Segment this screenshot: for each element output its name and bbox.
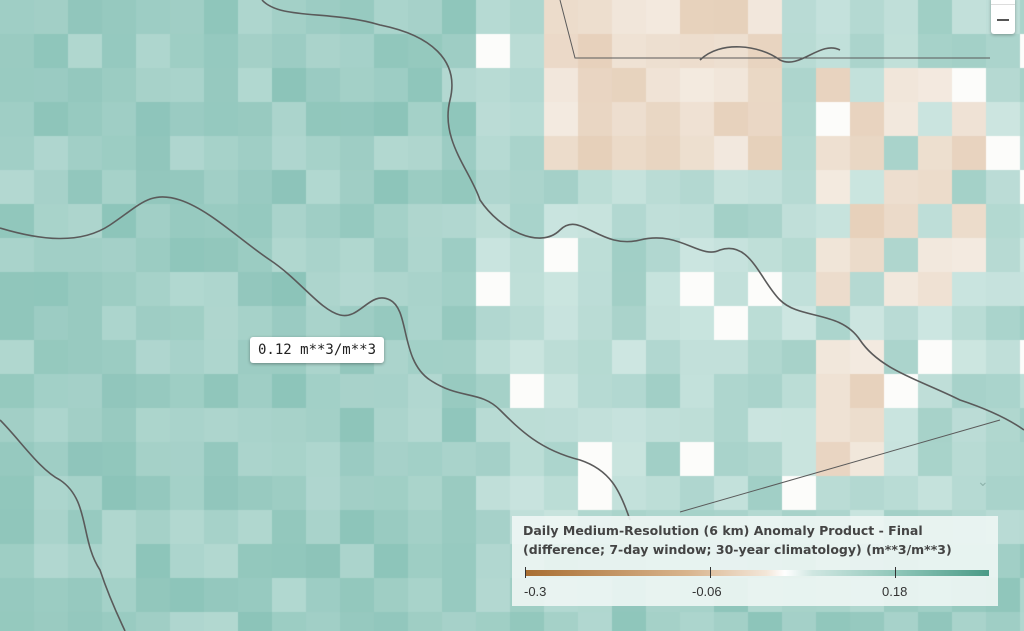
river	[699, 46, 841, 63]
zoom-out-button[interactable]	[997, 19, 1009, 21]
legend-title-line: Daily Medium-Resolution (6 km) Anomaly P…	[523, 523, 923, 538]
tick	[710, 567, 711, 578]
tick-label: -0.3	[524, 584, 547, 599]
color-bar	[525, 570, 989, 576]
river	[0, 196, 631, 521]
legend: Daily Medium-Resolution (6 km) Anomaly P…	[512, 516, 998, 606]
chevron-down-icon[interactable]: ⌄	[977, 474, 989, 490]
river	[261, 0, 1024, 431]
tick-label: -0.06	[692, 584, 722, 599]
tick	[895, 567, 896, 578]
boundary	[679, 419, 1001, 513]
value-tooltip: 0.12 m**3/m**3	[250, 337, 385, 363]
legend-title-line: (difference; 7-day window; 30-year clima…	[523, 542, 952, 557]
legend-title: Daily Medium-Resolution (6 km) Anomaly P…	[523, 521, 952, 559]
tick-label: 0.18	[882, 584, 908, 599]
boundary	[559, 0, 990, 59]
zoom-control	[991, 0, 1015, 34]
tick	[525, 567, 526, 578]
divider	[991, 4, 1015, 5]
river	[0, 419, 126, 631]
